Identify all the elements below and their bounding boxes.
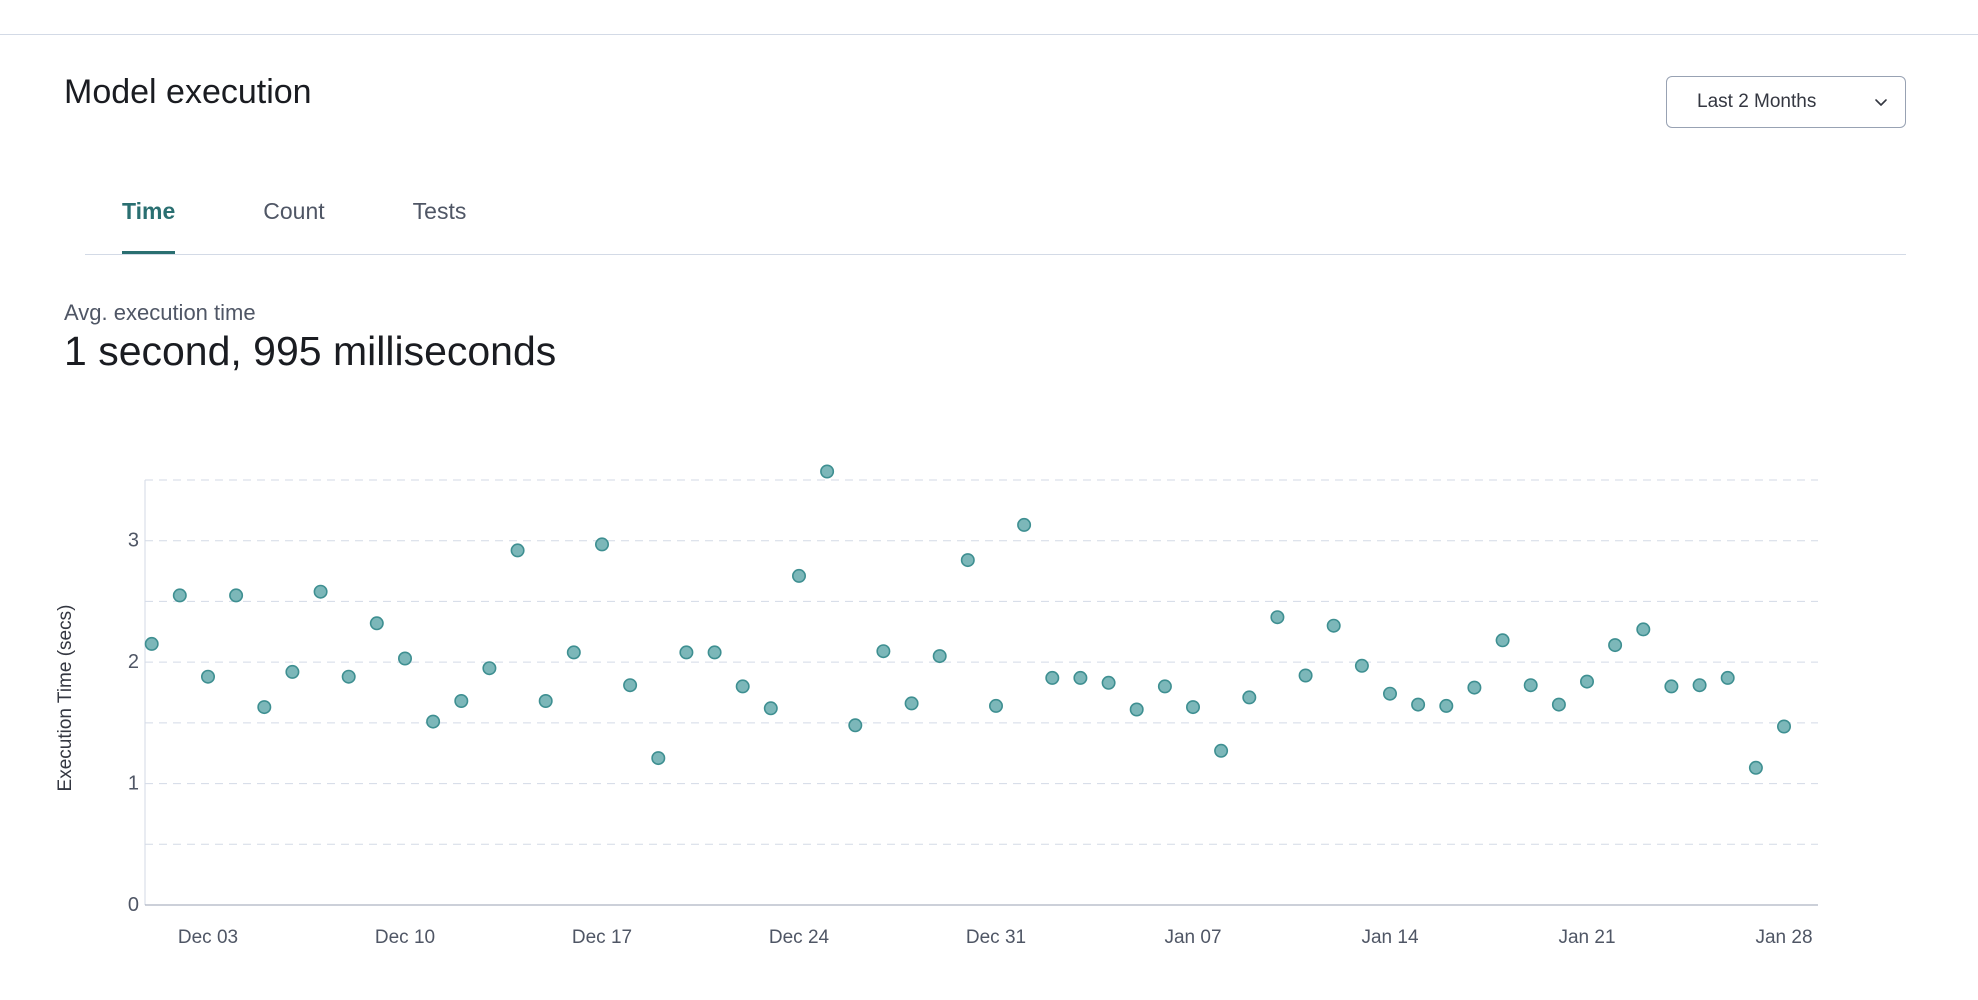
svg-text:Dec 10: Dec 10 — [375, 927, 435, 948]
svg-text:Jan 14: Jan 14 — [1361, 927, 1418, 948]
svg-text:Jan 07: Jan 07 — [1164, 927, 1221, 948]
svg-text:Jan 21: Jan 21 — [1558, 927, 1615, 948]
svg-text:Dec 24: Dec 24 — [769, 927, 830, 948]
svg-text:Dec 17: Dec 17 — [572, 927, 632, 948]
svg-text:Jan 28: Jan 28 — [1755, 927, 1812, 948]
svg-text:2: 2 — [128, 651, 139, 673]
svg-text:0: 0 — [128, 894, 139, 916]
svg-text:3: 3 — [128, 530, 139, 552]
svg-text:Dec 03: Dec 03 — [178, 927, 238, 948]
svg-text:Dec 31: Dec 31 — [966, 927, 1026, 948]
svg-text:1: 1 — [128, 773, 139, 795]
